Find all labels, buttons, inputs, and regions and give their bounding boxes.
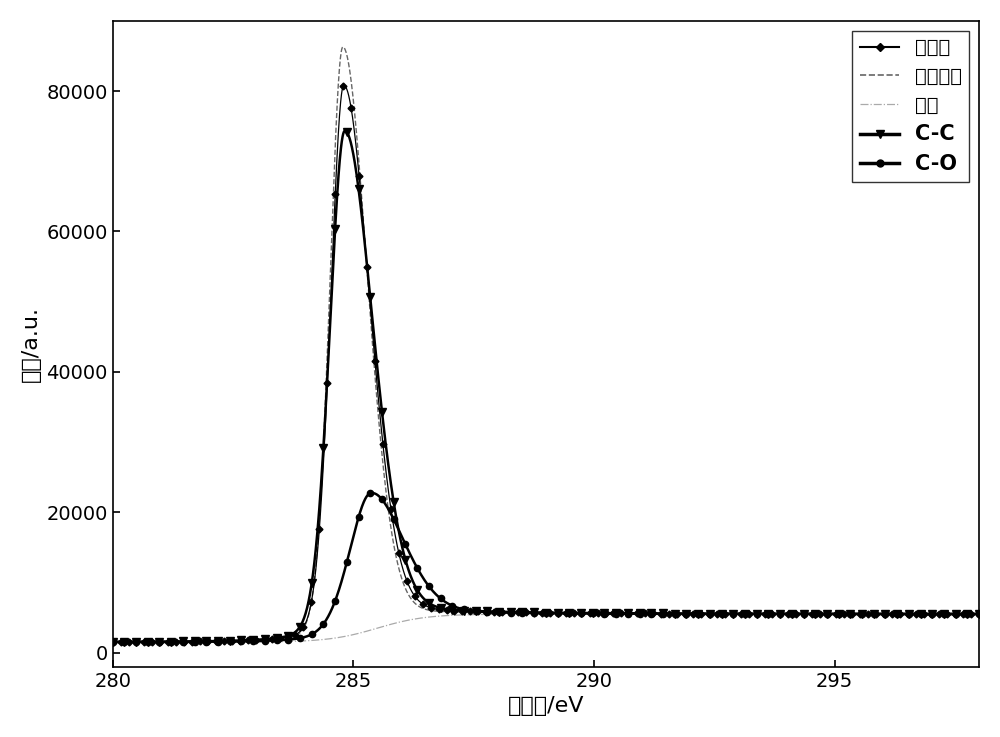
- C-O: [364, 489, 376, 497]
- C-O: [809, 609, 821, 618]
- 拟合数据: [439, 607, 451, 616]
- C-O: [833, 609, 845, 618]
- C-O: [774, 609, 786, 618]
- 基线: [956, 609, 968, 618]
- 基线: [476, 610, 488, 619]
- C-C: [833, 609, 845, 618]
- Line: 源数据: 源数据: [110, 83, 982, 644]
- 基线: [205, 638, 217, 646]
- 基线: [439, 611, 451, 620]
- 源数据: [727, 609, 739, 618]
- C-O: [798, 609, 810, 618]
- Line: C-O: C-O: [110, 490, 982, 645]
- 源数据: [536, 608, 548, 617]
- C-O: [107, 638, 119, 646]
- C-O: [891, 609, 903, 618]
- 源数据: [107, 638, 119, 646]
- 源数据: [973, 609, 985, 618]
- 拟合数据: [863, 609, 875, 618]
- C-C: [809, 609, 821, 618]
- Line: C-C: C-C: [109, 128, 983, 646]
- 拟合数据: [337, 43, 349, 52]
- 拟合数据: [956, 609, 968, 618]
- 拟合数据: [257, 636, 269, 645]
- C-C: [341, 128, 353, 136]
- C-C: [177, 637, 189, 646]
- 拟合数据: [477, 608, 489, 617]
- 基线: [973, 609, 985, 618]
- C-C: [891, 609, 903, 618]
- C-O: [973, 609, 985, 618]
- 拟合数据: [205, 637, 217, 646]
- 基线: [107, 638, 119, 646]
- 拟合数据: [973, 609, 985, 618]
- 拟合数据: [107, 638, 119, 646]
- C-C: [798, 609, 810, 618]
- C-C: [774, 609, 786, 618]
- 源数据: [512, 608, 524, 617]
- Legend: 源数据, 拟合数据, 基线, C-C, C-O: 源数据, 拟合数据, 基线, C-C, C-O: [852, 30, 969, 182]
- C-C: [973, 609, 985, 618]
- 源数据: [369, 357, 381, 366]
- 基线: [257, 638, 269, 646]
- 基线: [863, 609, 875, 618]
- 源数据: [957, 609, 969, 618]
- C-C: [107, 638, 119, 646]
- Line: 基线: 基线: [113, 614, 979, 642]
- 源数据: [337, 82, 349, 91]
- 源数据: [925, 609, 937, 618]
- Y-axis label: 强度/a.u.: 强度/a.u.: [21, 306, 41, 382]
- X-axis label: 结合能/eV: 结合能/eV: [508, 696, 584, 716]
- Line: 拟合数据: 拟合数据: [113, 47, 979, 642]
- C-O: [177, 638, 189, 646]
